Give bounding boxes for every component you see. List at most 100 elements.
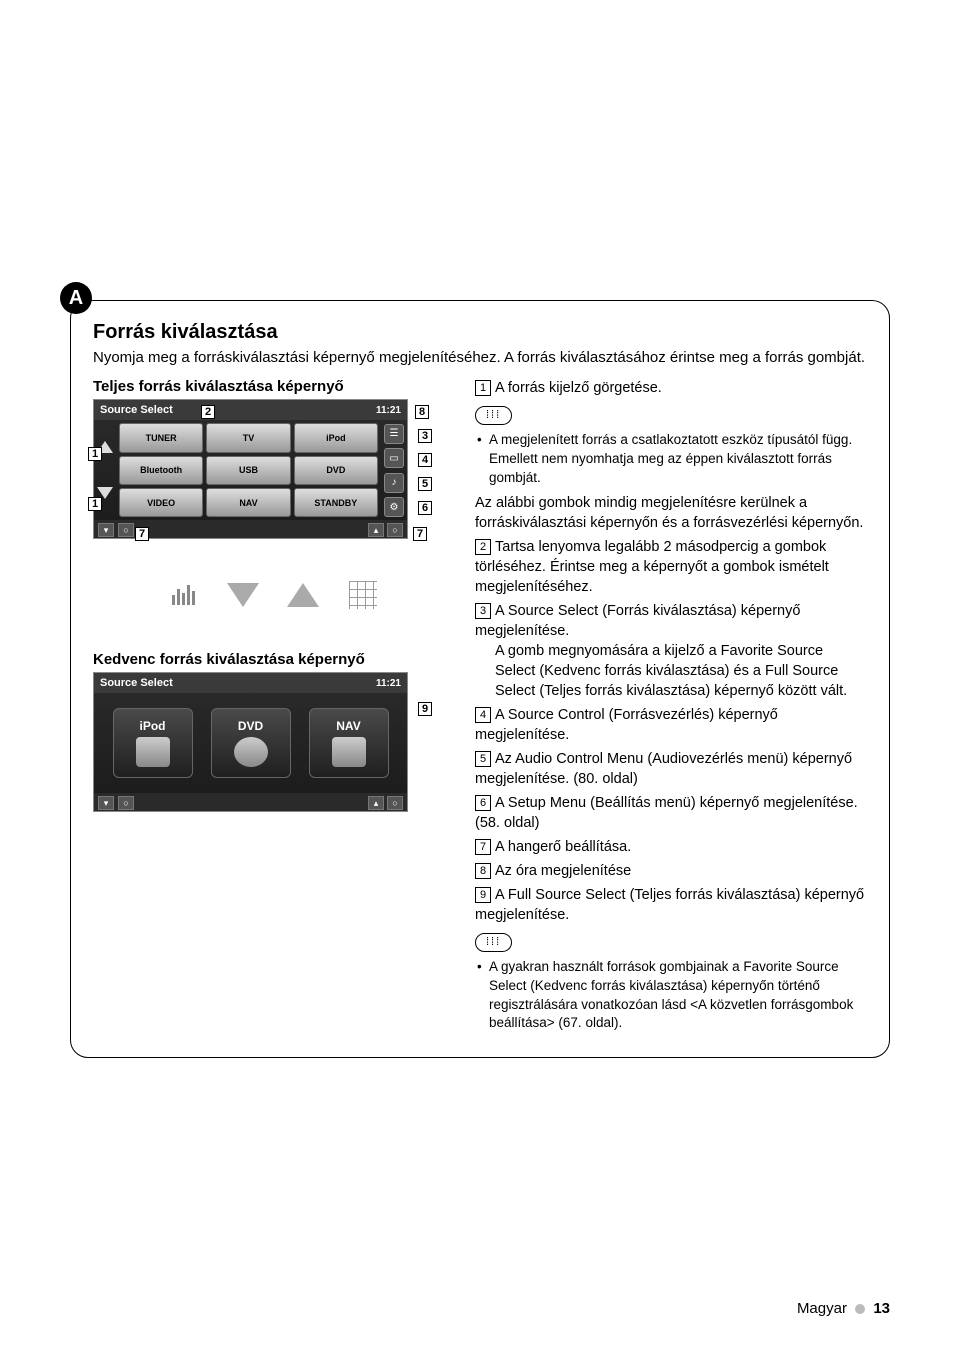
item-7: 7A hangerő beállítása. bbox=[475, 837, 867, 857]
item-7-text: A hangerő beállítása. bbox=[495, 839, 631, 855]
ss2-clock: 11:21 bbox=[376, 678, 401, 689]
screenshot2-wrapper: Source Select 11:21 iPod DVD NAV ▾ ○ bbox=[93, 672, 448, 822]
callout-3: 3 bbox=[418, 429, 432, 443]
footer-btn: ▴ bbox=[368, 523, 384, 537]
menu-icon: ☰ bbox=[384, 424, 404, 444]
page-footer: Magyar 13 bbox=[797, 1300, 890, 1317]
ss2-title: Source Select bbox=[100, 677, 173, 689]
item-3b-text: A gomb megnyomására a kijelző a Favorite… bbox=[475, 641, 867, 701]
num-box: 4 bbox=[475, 707, 491, 723]
item-3: 3A Source Select (Forrás kiválasztása) k… bbox=[475, 601, 867, 701]
item-3a-text: A Source Select (Forrás kiválasztása) ké… bbox=[475, 603, 800, 639]
item-5-text: Az Audio Control Menu (Audiovezérlés men… bbox=[475, 751, 852, 787]
bars-icon bbox=[167, 579, 199, 611]
source-button: TV bbox=[206, 423, 290, 452]
ss2-body: iPod DVD NAV bbox=[94, 693, 407, 793]
fav-button: iPod bbox=[113, 708, 193, 778]
ss2-footer: ▾ ○ ▴ ○ bbox=[94, 793, 407, 812]
screen-icon: ▭ bbox=[384, 448, 404, 468]
num-box: 6 bbox=[475, 795, 491, 811]
ss1-title: Source Select bbox=[100, 404, 173, 416]
num-box: 2 bbox=[475, 539, 491, 555]
screenshot1-wrapper: Source Select 11:21 TUNER TV iPod bbox=[93, 399, 448, 549]
ss1-header: Source Select 11:21 bbox=[94, 400, 407, 420]
subheader-full: Teljes forrás kiválasztása képernyő bbox=[93, 378, 453, 395]
footer-btn: ▴ bbox=[368, 796, 384, 810]
triangle-up-icon bbox=[287, 579, 319, 611]
info-icon: ⁞⁞⁞ bbox=[475, 933, 512, 952]
footer-btn: ○ bbox=[118, 523, 134, 537]
item-8: 8Az óra megjelenítése bbox=[475, 861, 867, 881]
source-button: NAV bbox=[206, 488, 290, 517]
screenshot-full-source: Source Select 11:21 TUNER TV iPod bbox=[93, 399, 408, 539]
callout-1b: 1 bbox=[88, 497, 102, 511]
item-4-text: A Source Control (Forrásvezérlés) képern… bbox=[475, 707, 778, 743]
item-8-text: Az óra megjelenítése bbox=[495, 863, 631, 879]
callout-9: 9 bbox=[418, 702, 432, 716]
callout-2: 2 bbox=[201, 405, 215, 419]
source-button: iPod bbox=[294, 423, 378, 452]
footer-btn: ▾ bbox=[98, 796, 114, 810]
footer-lang: Magyar bbox=[797, 1300, 847, 1317]
num-box: 3 bbox=[475, 603, 491, 619]
triangle-down-icon bbox=[227, 579, 259, 611]
source-button: VIDEO bbox=[119, 488, 203, 517]
ss1-body: TUNER TV iPod Bluetooth USB DVD VIDEO NA… bbox=[94, 420, 407, 520]
info-icon: ⁞⁞⁞ bbox=[475, 406, 512, 425]
source-button: DVD bbox=[294, 456, 378, 485]
decorative-icon-row bbox=[93, 579, 453, 611]
nav-icon bbox=[332, 737, 366, 767]
ipod-icon bbox=[136, 737, 170, 767]
footer-btn: ○ bbox=[387, 523, 403, 537]
dvd-icon bbox=[234, 737, 268, 767]
footer-bullet-icon bbox=[855, 1304, 865, 1314]
item-5: 5Az Audio Control Menu (Audiovezérlés me… bbox=[475, 749, 867, 789]
num-box: 7 bbox=[475, 839, 491, 855]
source-button: STANDBY bbox=[294, 488, 378, 517]
screenshot-favorite-source: Source Select 11:21 iPod DVD NAV ▾ ○ bbox=[93, 672, 408, 812]
num-box: 9 bbox=[475, 887, 491, 903]
item-6: 6A Setup Menu (Beállítás menü) képernyő … bbox=[475, 793, 867, 833]
callout-4: 4 bbox=[418, 453, 432, 467]
ss2-header: Source Select 11:21 bbox=[94, 673, 407, 693]
audio-icon: ♪ bbox=[384, 473, 404, 493]
item-1-text: A forrás kijelző görgetése. bbox=[495, 380, 662, 396]
callout-7r: 7 bbox=[413, 527, 427, 541]
num-box: 8 bbox=[475, 863, 491, 879]
num-box: 1 bbox=[475, 380, 491, 396]
ss1-clock: 11:21 bbox=[376, 405, 401, 416]
item-1: 1A forrás kijelző görgetése. bbox=[475, 378, 867, 398]
two-column-layout: Teljes forrás kiválasztása képernyő Sour… bbox=[93, 378, 867, 1035]
right-column: 1A forrás kijelző görgetése. ⁞⁞⁞ A megje… bbox=[475, 378, 867, 1035]
callout-5: 5 bbox=[418, 477, 432, 491]
page-number: 13 bbox=[873, 1300, 890, 1317]
section-badge: A bbox=[60, 282, 92, 314]
callout-1a: 1 bbox=[88, 447, 102, 461]
section-title: Forrás kiválasztása bbox=[93, 321, 867, 344]
source-button: USB bbox=[206, 456, 290, 485]
fav-button: DVD bbox=[211, 708, 291, 778]
content-box: Forrás kiválasztása Nyomja meg a forrásk… bbox=[70, 300, 890, 1058]
item-4: 4A Source Control (Forrásvezérlés) képer… bbox=[475, 705, 867, 745]
footer-btn: ○ bbox=[387, 796, 403, 810]
emphasis-text: Az alábbi gombok mindig megjelenítésre k… bbox=[475, 493, 867, 533]
subheader-favorite: Kedvenc forrás kiválasztása képernyő bbox=[93, 651, 453, 668]
callout-6: 6 bbox=[418, 501, 432, 515]
note-2: A gyakran használt források gombjainak a… bbox=[475, 958, 867, 1033]
ss1-grid: TUNER TV iPod Bluetooth USB DVD VIDEO NA… bbox=[116, 420, 381, 520]
ss1-right-icons: ☰ ▭ ♪ ⚙ bbox=[381, 420, 407, 520]
note-1: A megjelenített forrás a csatlakoztatott… bbox=[475, 431, 867, 487]
callout-7l: 7 bbox=[135, 527, 149, 541]
item-2-text: Tartsa lenyomva legalább 2 másodpercig a… bbox=[475, 539, 829, 595]
footer-btn: ○ bbox=[118, 796, 134, 810]
source-button: TUNER bbox=[119, 423, 203, 452]
left-column: Teljes forrás kiválasztása képernyő Sour… bbox=[93, 378, 453, 1035]
source-button: Bluetooth bbox=[119, 456, 203, 485]
footer-btn: ▾ bbox=[98, 523, 114, 537]
section-intro: Nyomja meg a forráskiválasztási képernyő… bbox=[93, 348, 867, 368]
setup-icon: ⚙ bbox=[384, 497, 404, 517]
fav-button: NAV bbox=[309, 708, 389, 778]
grid-icon bbox=[347, 579, 379, 611]
item-6-text: A Setup Menu (Beállítás menü) képernyő m… bbox=[475, 795, 858, 831]
page-container: A Forrás kiválasztása Nyomja meg a forrá… bbox=[70, 300, 890, 1058]
